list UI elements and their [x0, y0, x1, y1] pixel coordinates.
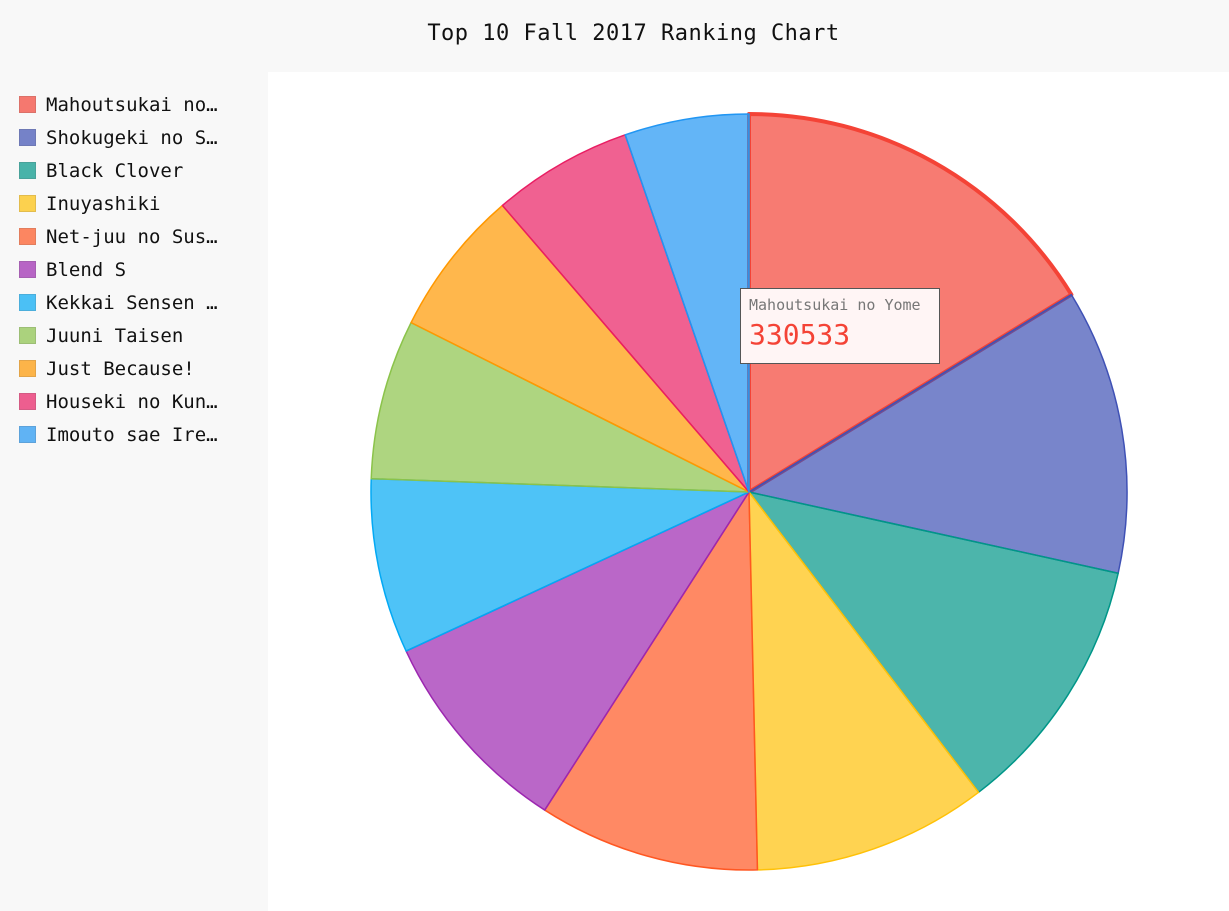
legend-swatch	[19, 96, 36, 113]
legend-item[interactable]: Imouto sae Ire…	[19, 418, 259, 451]
pie-slice[interactable]	[501, 134, 750, 493]
legend: Mahoutsukai no… Shokugeki no S… Black Clov…	[19, 88, 259, 451]
legend-item[interactable]: Mahoutsukai no…	[19, 88, 259, 121]
tooltip: Mahoutsukai no Yome 330533	[740, 288, 940, 364]
legend-swatch	[19, 360, 36, 377]
legend-item[interactable]: Blend S	[19, 253, 259, 286]
legend-item[interactable]: Inuyashiki	[19, 187, 259, 220]
pie-slice[interactable]	[410, 204, 750, 493]
legend-item[interactable]: Net-juu no Sus…	[19, 220, 259, 253]
pie-slice[interactable]	[748, 293, 1128, 575]
pie-slice[interactable]	[405, 491, 750, 811]
legend-item[interactable]: Kekkai Sensen …	[19, 286, 259, 319]
tooltip-value: 330533	[749, 318, 851, 351]
legend-swatch	[19, 129, 36, 146]
legend-swatch	[19, 261, 36, 278]
legend-item[interactable]: Black Clover	[19, 154, 259, 187]
legend-item[interactable]: Shokugeki no S…	[19, 121, 259, 154]
legend-swatch	[19, 294, 36, 311]
pie-slice[interactable]	[748, 491, 980, 871]
legend-swatch	[19, 195, 36, 212]
legend-swatch	[19, 162, 36, 179]
pie-slice[interactable]	[624, 113, 750, 493]
pie-slice[interactable]	[543, 491, 759, 871]
legend-swatch	[19, 426, 36, 443]
pie-slice[interactable]	[370, 321, 750, 493]
legend-item[interactable]: Juuni Taisen	[19, 319, 259, 352]
legend-item[interactable]: Just Because!	[19, 352, 259, 385]
pie-slice[interactable]	[748, 491, 1119, 794]
legend-swatch	[19, 393, 36, 410]
pie-slice[interactable]	[370, 477, 750, 652]
legend-swatch	[19, 327, 36, 344]
legend-item[interactable]: Houseki no Kun…	[19, 385, 259, 418]
tooltip-label: Mahoutsukai no Yome	[749, 296, 921, 314]
legend-swatch	[19, 228, 36, 245]
